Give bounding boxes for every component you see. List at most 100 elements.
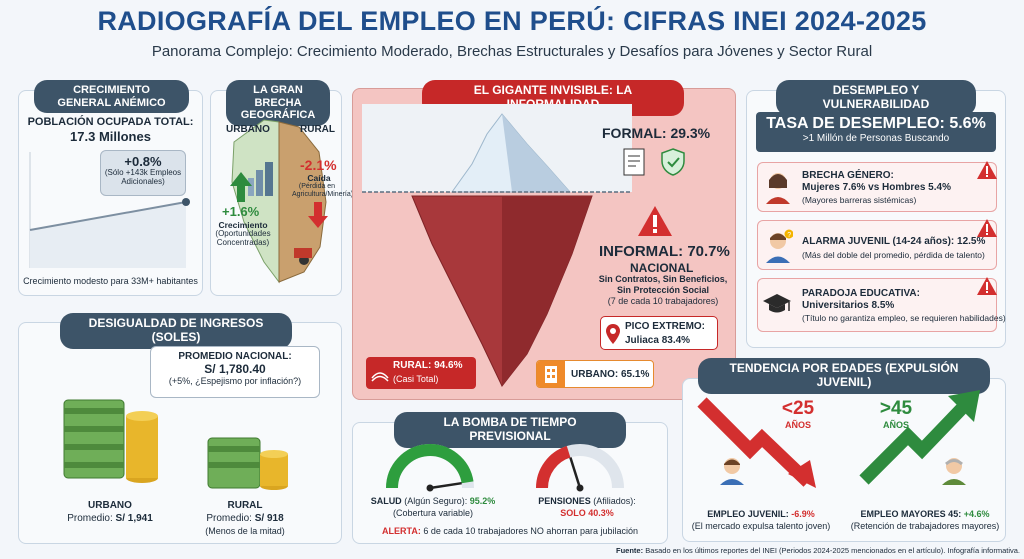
income-avg-value: S/ 1,780.40	[204, 362, 266, 376]
building-2	[265, 162, 273, 196]
informal-value: 70.7%	[687, 243, 730, 260]
down-trend-arrow-icon	[697, 397, 816, 488]
health-desc: (Algún Seguro):	[404, 496, 468, 506]
woman-avatar-icon	[766, 173, 790, 204]
age-old-unit: AÑOS	[882, 420, 909, 430]
gender-gap-card	[757, 162, 997, 212]
age-young-head: <25	[781, 398, 815, 419]
age-old-line: EMPLEO MAYORES 45: +4.6%	[850, 509, 1000, 519]
rural-money-stack-icon	[207, 437, 288, 490]
geo-tag: LA GRAN BRECHA GEOGRÁFICA	[226, 80, 330, 126]
age-old-value: +4.6%	[963, 509, 990, 519]
informal-note3: (7 de cada 10 trabajadores)	[607, 296, 719, 306]
health-gauge-needle	[429, 481, 462, 490]
field-icon	[371, 372, 389, 382]
geo-rural-value: -2.1%	[300, 157, 337, 173]
age-old-label: EMPLEO MAYORES 45:	[860, 509, 962, 519]
young-avatar-icon	[720, 458, 744, 485]
informal-rural-box: RURAL: 94.6% (Casi Total)	[366, 357, 476, 389]
income-rural-prefix: Promedio:	[206, 513, 252, 524]
informal-rural-label: RURAL: 94.6%	[393, 360, 463, 371]
peru-map-illustration	[231, 119, 327, 284]
growth-line-chart	[29, 152, 190, 268]
pension-alert-line: ALERTA: 6 de cada 10 trabajadores NO aho…	[352, 526, 668, 536]
unemployment-note: >1 Millón de Personas Buscando	[802, 133, 950, 144]
informal-sub: NACIONAL	[630, 261, 694, 275]
income-avg-box: PROMEDIO NACIONAL: S/ 1,780.40 (+5%, ¿Es…	[150, 346, 320, 398]
geo-rural-note: (Pérdida en Agricultura/Minería)	[292, 183, 354, 198]
formal-value: 29.3%	[670, 125, 711, 141]
age-old-note: (Retención de trabajadores mayores)	[850, 521, 1000, 531]
pension-label: PENSIONES	[538, 496, 591, 506]
gender-note: (Mayores barreras sistémicas)	[802, 195, 917, 205]
edu-title: PARADOJA EDUCATIVA:	[802, 288, 920, 299]
growth-line	[29, 201, 187, 231]
page-subtitle: Panorama Complejo: Crecimiento Moderado,…	[151, 43, 873, 60]
informal-note2: Sin Protección Social	[616, 285, 710, 295]
income-urban-value: S/ 1,941	[115, 513, 153, 524]
informal-tag: EL GIGANTE INVISIBLE: LA INFORMALIDAD	[422, 80, 684, 116]
iceberg-tip-shade	[502, 114, 570, 192]
growth-pop-value: 17.3 Millones	[70, 129, 151, 144]
informal-urban-box: URBANO: 65.1%	[536, 360, 654, 388]
growth-callout-note: (Sólo +143k Empleos Adicionales)	[104, 168, 182, 186]
red-down-arrow-icon	[308, 202, 328, 228]
geo-urban-note: (Oportunidades Concentradas)	[215, 229, 271, 247]
svg-text:?: ?	[787, 232, 791, 239]
health-value-line: SALUD (Algún Seguro): 95.2%	[358, 496, 508, 506]
income-tag: DESIGUALDAD DE INGRESOS (SOLES)	[60, 313, 292, 349]
income-rural-label: RURAL	[227, 500, 263, 511]
unemployment-tag: DESEMPLEO Y VULNERABILIDAD	[776, 80, 976, 116]
building-icon	[537, 361, 565, 387]
age-young-line: EMPLEO JUVENIL: -6.9%	[686, 509, 836, 519]
pension-desc: (Afiliados):	[593, 496, 636, 506]
informal-value-line: INFORMAL: 70.7%	[599, 243, 730, 260]
health-value: 95.2%	[469, 496, 496, 506]
formal-label: FORMAL:	[602, 125, 667, 141]
income-urban-line: Promedio: S/ 1,941	[50, 513, 170, 524]
geo-rural-word: Caída	[307, 173, 331, 183]
youth-note: (Más del doble del promedio, pérdida de …	[802, 250, 985, 260]
pension-gauge	[536, 444, 624, 492]
age-tag: TENDENCIA POR EDADES (EXPULSIÓN JUVENIL)	[698, 358, 990, 394]
income-urban-label: URBANO	[88, 500, 132, 511]
growth-callout: +0.8% (Sólo +143k Empleos Adicionales)	[100, 150, 186, 196]
building-1	[256, 170, 263, 196]
pension-value: SOLO 40.3%	[560, 508, 614, 518]
pension-gauge-fill	[536, 446, 571, 489]
pension-alert-label: ALERTA:	[382, 526, 421, 536]
location-pin-icon	[606, 324, 620, 344]
peak-value: Juliaca 83.4%	[625, 335, 691, 346]
geo-urban-value: +1.6%	[222, 204, 260, 219]
pension-alert-text: 6 de cada 10 trabajadores NO ahorran par…	[423, 526, 638, 536]
peak-box: PICO EXTREMO: Juliaca 83.4%	[600, 316, 718, 350]
gender-warning-icon	[977, 161, 997, 179]
income-urban-prefix: Promedio:	[67, 513, 113, 524]
informal-urban-label: URBANO: 65.1%	[571, 369, 650, 380]
income-avg-label: PROMEDIO NACIONAL:	[178, 351, 292, 362]
growth-footer: Crecimiento modesto para 33M+ habitantes	[23, 276, 198, 286]
health-gauge	[386, 444, 474, 492]
tractor-body	[294, 248, 312, 258]
age-young-note: (El mercado expulsa talento joven)	[691, 521, 831, 531]
pension-value-line: PENSIONES (Afiliados):	[512, 496, 662, 506]
age-old-head: >45	[879, 398, 913, 419]
urban-money-stack-icon	[63, 399, 158, 483]
income-rural-value: S/ 918	[254, 513, 284, 524]
pension-gauge-needle	[569, 457, 582, 489]
contract-icon	[623, 148, 645, 176]
growth-area	[30, 202, 186, 268]
unemployment-rate: TASA DE DESEMPLEO: 5.6%	[766, 115, 986, 132]
age-young-value: -6.9%	[791, 509, 815, 519]
edu-note: (Título no garantiza empleo, se requiere…	[802, 313, 1006, 323]
education-paradox-card	[757, 278, 997, 332]
shield-hand-icon	[661, 148, 685, 176]
up-trend-arrow-icon	[859, 390, 980, 485]
source-text: Basado en los últimos reportes del INEI …	[645, 546, 1020, 555]
edu-warning-icon	[977, 277, 997, 295]
youth-warning-icon	[977, 219, 997, 237]
geo-rural-label: RURAL	[300, 124, 335, 135]
gender-title: BRECHA GÉNERO:	[802, 170, 894, 181]
geo-urban-label: URBANO	[226, 124, 270, 135]
income-avg-note: (+5%, ¿Espejismo por inflación?)	[168, 376, 302, 386]
